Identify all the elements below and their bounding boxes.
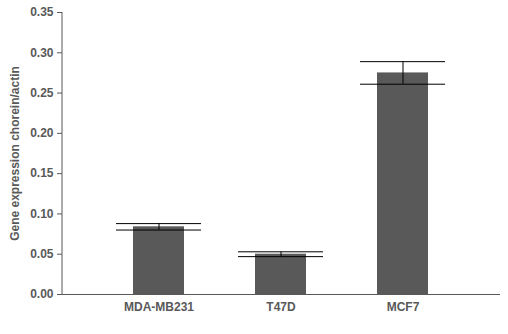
svg-text:T47D: T47D (266, 300, 296, 314)
svg-text:Gene expression chorein/actin: Gene expression chorein/actin (8, 66, 22, 241)
svg-text:0.35: 0.35 (30, 5, 54, 19)
svg-text:MCF7: MCF7 (387, 300, 420, 314)
svg-text:0.00: 0.00 (30, 287, 54, 301)
svg-text:MDA-MB231: MDA-MB231 (124, 300, 194, 314)
svg-text:0.20: 0.20 (30, 126, 54, 140)
svg-text:0.15: 0.15 (30, 166, 54, 180)
svg-text:0.10: 0.10 (30, 207, 54, 221)
svg-text:0.30: 0.30 (30, 46, 54, 60)
svg-text:0.05: 0.05 (30, 247, 54, 261)
svg-text:0.25: 0.25 (30, 86, 54, 100)
